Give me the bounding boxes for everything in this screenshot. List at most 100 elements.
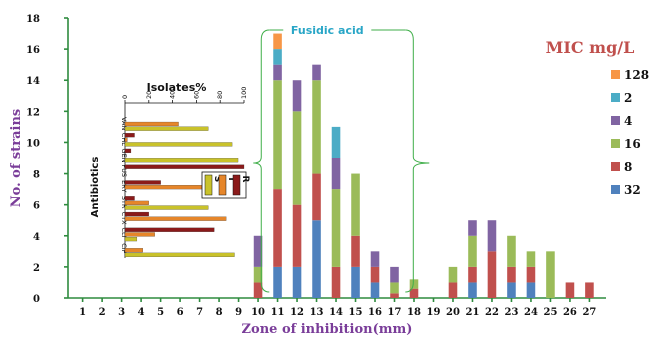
inset-bar [124,252,235,257]
bar-segment [331,266,341,298]
inset-category-label: CHL [120,133,128,146]
legend-swatch [611,116,620,125]
inset-bar [124,185,209,190]
inset-legend-swatch [218,174,227,196]
bar-segment [351,173,360,236]
legend-swatch [611,162,620,171]
inset-bar [124,142,233,147]
inset-chart: 0 20 40 60 80 100 Isolates% Antibiotics VAN CHL GE… [90,81,250,258]
bar-segment [273,64,282,81]
x-tick-label: 20 [446,307,460,318]
bar-segment [370,266,380,283]
inset-bar [124,148,132,154]
x-tick-label: 17 [388,307,402,318]
x-tick-label: 15 [349,307,363,318]
x-tick-label: 21 [466,307,480,318]
bar-segment [292,111,302,205]
bar-segment [253,235,263,267]
y-tick-label: 10 [26,138,40,149]
inset-x-tick-label: 40 [169,91,177,99]
bar-segment [390,282,399,294]
bar-segment [331,189,341,267]
x-axis-label: Zone of inhibition(mm) [242,322,413,337]
inset-category-label: ERY [120,180,128,192]
x-tick-label: 27 [582,307,596,318]
x-tick-label: 14 [329,307,343,318]
bar-segment [370,282,380,298]
bar-segment [526,266,536,283]
legend-label: 128 [624,68,649,82]
bar-segment [468,282,477,298]
y-tick-label: 12 [26,107,40,118]
bar-segment [253,266,263,283]
y-axis-label: No. of strains [9,109,24,207]
inset-x-tick-label: 20 [145,91,153,99]
inset-x-tick-label: 0 [121,95,129,99]
x-tick-label: 16 [368,307,382,318]
x-tick-label: 22 [485,307,499,318]
inset-legend-swatch [204,174,213,196]
inset-bar [124,137,128,142]
inset-category-label: CTX [120,212,128,226]
x-tick-label: 24 [524,307,538,318]
x-tick-label: 1 [79,307,86,318]
bar-segment [292,80,302,112]
x-tick-label: 5 [157,307,164,318]
inset-legend-label: R [240,176,250,183]
inset-x-tick-label: 80 [216,91,224,99]
inset-bar [124,216,227,221]
right-brace [405,29,430,293]
x-tick-label: 9 [235,307,242,318]
y-tick-label: 6 [33,201,40,212]
inset-category-label: VAN [120,117,128,130]
y-tick-label: 2 [33,263,40,274]
bar-segment [468,266,477,283]
inset-x-tick-label: 60 [192,91,200,99]
y-tick-label: 14 [26,76,40,87]
inset-bar [124,196,135,201]
inset-title: Isolates% [147,81,207,94]
bar-segment [526,282,536,298]
bar-segment [273,49,282,65]
inset-bar [124,211,149,217]
x-tick-label: 4 [138,307,145,318]
bar-segment [565,282,575,298]
inset-bar [124,227,215,232]
bar-segment [409,279,419,289]
inset-bar [124,232,155,237]
x-tick-label: 6 [177,307,184,318]
inset-category-label: CIP [120,243,128,253]
x-tick-label: 19 [427,307,441,318]
bar-segment [526,251,536,267]
y-tick-label: 16 [26,45,40,56]
bar-segment [312,220,321,298]
bar-segment [292,266,302,298]
legend-label: 4 [624,114,632,128]
bar-segment [390,293,399,298]
y-tick-label: 18 [26,14,40,25]
bar-segment [468,220,477,236]
x-tick-label: 12 [290,307,304,318]
x-tick-label: 7 [196,307,203,318]
x-tick-label: 26 [563,307,577,318]
legend-title: MIC mg/L [546,38,635,57]
bar-segment [390,266,399,283]
inset-bar [124,180,161,185]
x-tick-label: 2 [99,307,106,318]
legend-swatch [611,70,620,79]
inset-bar [124,200,149,205]
inset-legend-label: S [212,176,222,182]
x-tick-label: 23 [504,307,518,318]
x-tick-label: 3 [118,307,125,318]
bar-segment [487,251,497,298]
legend-swatch [611,185,620,194]
legend-label: 8 [624,160,632,174]
legend-swatch [611,139,620,148]
x-tick-label: 10 [251,307,265,318]
inset-bar [124,236,138,242]
y-tick-label: 4 [33,232,40,243]
bar-segment [312,80,321,174]
